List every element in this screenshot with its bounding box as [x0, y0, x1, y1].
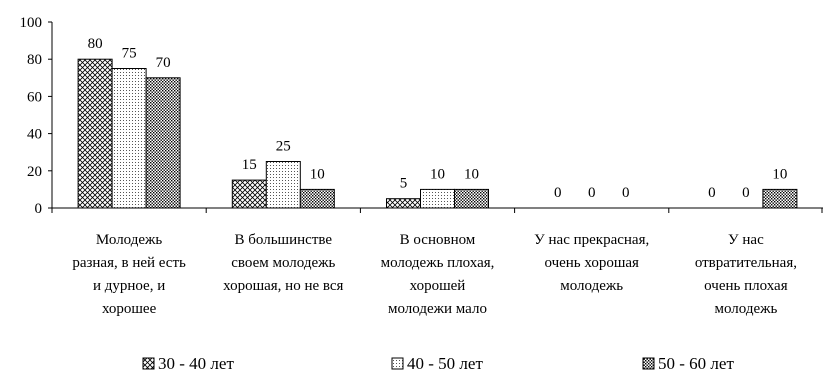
category-label-line: Молодежь — [96, 232, 162, 248]
data-label: 70 — [156, 55, 171, 71]
legend-label: 40 - 50 лет — [407, 354, 483, 373]
bar — [421, 189, 455, 208]
data-labels: 80 75 70 15 25 10 5 10 10 0 0 0 0 0 10 — [88, 36, 788, 201]
data-label: 10 — [430, 166, 445, 182]
category-label-line: молодежь плохая, — [381, 255, 495, 271]
category-label: У нас прекрасная, очень хорошая молодежь — [534, 232, 649, 294]
y-tick-label: 0 — [35, 201, 43, 217]
legend-swatch — [143, 358, 154, 369]
y-tick-label: 80 — [27, 52, 42, 68]
bar — [146, 78, 180, 208]
legend-label: 50 - 60 лет — [658, 354, 734, 373]
y-tick-label: 40 — [27, 127, 42, 143]
category-label-line: У нас прекрасная, — [534, 232, 649, 248]
data-label: 0 — [708, 185, 716, 201]
data-label: 0 — [622, 185, 630, 201]
legend-swatch — [392, 358, 403, 369]
data-label: 25 — [276, 139, 291, 155]
data-label: 10 — [772, 166, 787, 182]
category-label-line: хорошее — [102, 301, 157, 317]
data-label: 15 — [242, 157, 257, 173]
bar — [455, 189, 489, 208]
category-labels: Молодежь разная, в ней есть и дурное, и хор… — [72, 232, 797, 317]
bar — [78, 59, 112, 208]
category-label-line: В основном — [400, 232, 476, 248]
category-label: В основном молодежь плохая, хорошей молодеж… — [381, 232, 495, 317]
category-label-line: В большинстве — [235, 232, 333, 248]
bar — [763, 189, 797, 208]
data-label: 0 — [588, 185, 596, 201]
data-label: 80 — [88, 36, 103, 52]
category-label-line: своем молодежь — [231, 255, 335, 271]
legend-label: 30 - 40 лет — [158, 354, 234, 373]
category-label: Молодежь разная, в ней есть и дурное, и хор… — [72, 232, 186, 317]
category-label-line: хорошей — [410, 278, 466, 294]
bar — [266, 162, 300, 209]
data-label: 0 — [554, 185, 562, 201]
category-label-line: отвратительная, — [695, 255, 797, 271]
bar — [300, 189, 334, 208]
bar — [112, 69, 146, 209]
data-label: 0 — [742, 185, 750, 201]
bars — [78, 59, 797, 208]
y-tick-label: 100 — [20, 15, 43, 31]
bar — [232, 180, 266, 208]
legend: 30 - 40 лет 40 - 50 лет 50 - 60 лет — [143, 354, 734, 373]
category-label-line: молодежь — [714, 301, 777, 317]
data-label: 75 — [122, 46, 137, 62]
category-label: У нас отвратительная, очень плохая молодежь — [695, 232, 797, 317]
data-label: 5 — [400, 176, 408, 192]
category-label-line: молодежь — [560, 278, 623, 294]
y-tick-label: 60 — [27, 89, 42, 105]
category-label-line: хорошая, но не вся — [223, 278, 343, 294]
category-label-line: очень хорошая — [544, 255, 639, 271]
data-label: 10 — [464, 166, 479, 182]
category-label-line: У нас — [728, 232, 764, 248]
data-label: 10 — [310, 166, 325, 182]
category-label: В большинстве своем молодежь хорошая, но н… — [223, 232, 343, 294]
legend-swatch — [643, 358, 654, 369]
y-tick-label: 20 — [27, 164, 42, 180]
category-label-line: очень плохая — [704, 278, 788, 294]
category-label-line: разная, в ней есть — [72, 255, 186, 271]
bar — [387, 199, 421, 208]
category-label-line: и дурное, и — [93, 278, 165, 294]
category-label-line: молодежи мало — [388, 301, 487, 317]
